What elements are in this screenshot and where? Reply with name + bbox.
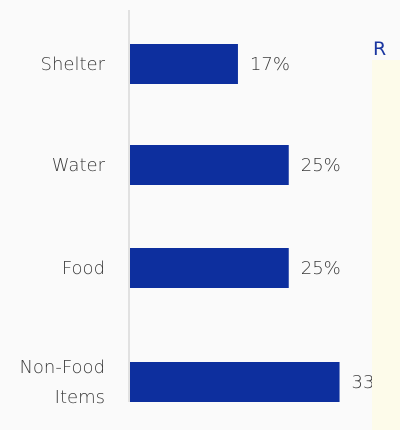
value-label: 25% [301, 258, 341, 279]
category-label: Food [62, 258, 105, 279]
bar [130, 145, 289, 185]
category-label: Non-Food Items [19, 357, 105, 408]
category-label: Water [52, 155, 106, 176]
bar-chart: Shelter 17% Water 25% Food 25% Non-Food Items 33… [19, 10, 392, 408]
value-label: 33% [352, 372, 372, 393]
category-label: Shelter [41, 54, 106, 75]
value-label: 25% [301, 155, 341, 176]
value-label: 17% [250, 54, 290, 75]
side-panel [372, 60, 400, 430]
bar [130, 362, 340, 402]
side-panel-letter: R [373, 38, 387, 60]
bar [130, 248, 289, 288]
bar [130, 44, 238, 84]
